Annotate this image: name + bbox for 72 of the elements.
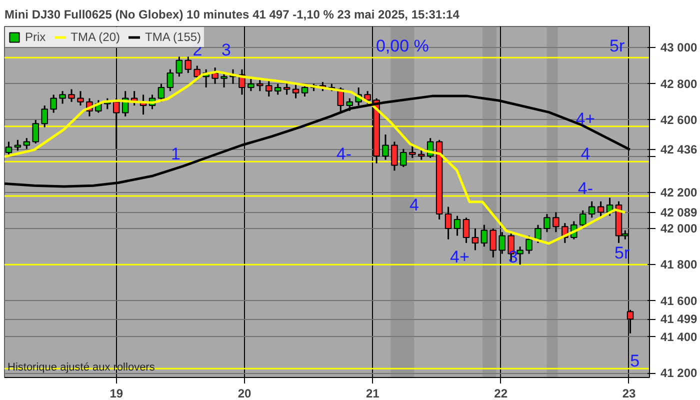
annotation: 0,00 % <box>376 36 429 56</box>
candlestick <box>248 78 254 92</box>
candlestick <box>158 83 165 103</box>
annotation: 5 <box>630 352 640 371</box>
y-tick-label: 42 800 <box>660 76 698 91</box>
candlestick <box>32 119 40 144</box>
annotation: 4+ <box>450 248 470 267</box>
candlestick <box>59 90 66 104</box>
candlestick <box>516 246 524 266</box>
candlestick <box>77 90 84 106</box>
y-tick-label: 41 499 <box>660 312 698 326</box>
candlestick <box>544 213 550 233</box>
legend-label: Prix <box>25 30 46 44</box>
candlestick <box>588 200 596 218</box>
candlestick <box>212 66 218 85</box>
candlestick <box>462 216 470 244</box>
candlestick <box>292 83 300 100</box>
candlestick <box>597 200 604 218</box>
candlestick <box>266 79 272 98</box>
y-tick-label: 42 436 <box>660 142 698 157</box>
y-tick-label: 41 800 <box>660 258 698 272</box>
candlestick <box>220 72 228 88</box>
x-tick-label: 21 <box>366 386 380 400</box>
candlestick <box>23 137 30 150</box>
x-tick-label: 22 <box>494 386 508 400</box>
candlestick <box>454 215 461 236</box>
annotation: 4 <box>580 144 590 164</box>
candlestick <box>391 140 398 172</box>
x-tick-label: 19 <box>110 386 124 400</box>
annotation: 4+ <box>576 109 596 128</box>
y-tick-label: 41 600 <box>660 294 698 308</box>
candlestick <box>14 139 22 152</box>
candlestick <box>552 211 560 233</box>
candlestick <box>166 68 174 92</box>
candlestick <box>400 148 407 168</box>
x-tick-label: 23 <box>622 386 636 400</box>
x-tick-label: 20 <box>238 386 252 400</box>
y-tick-label: 41 400 <box>660 330 698 344</box>
annotation: 1 <box>170 144 180 164</box>
candlestick <box>472 228 479 251</box>
candlestick <box>382 134 389 161</box>
annotation: 5r <box>610 36 625 56</box>
annotation: 4- <box>336 144 352 164</box>
y-tick-label: 42 200 <box>660 185 698 200</box>
candlestick <box>490 228 497 258</box>
annotation: 4- <box>578 178 593 198</box>
candlestick <box>534 224 542 244</box>
y-tick-label: 42 000 <box>660 221 698 236</box>
candlestick <box>5 140 12 157</box>
candlestick <box>274 83 282 96</box>
candlestick <box>283 81 290 96</box>
candlestick <box>50 94 57 114</box>
annotation: 4 <box>409 196 419 215</box>
annotation: 3 <box>221 40 231 60</box>
candlestick <box>526 234 532 255</box>
candlestick <box>41 104 48 128</box>
y-tick-label: 42 089 <box>660 205 698 220</box>
y-tick-label: 42 600 <box>660 112 698 127</box>
candlestick <box>498 231 506 255</box>
candlestick <box>68 88 75 103</box>
candlestick <box>184 56 192 74</box>
legend-label: TMA (20) <box>70 30 120 44</box>
y-tick-label: 41 200 <box>660 366 698 380</box>
chart-title: Mini DJ30 Full0625 (No Globex) 10 minutes 41 497 -1,10 % 23 mai 2025, 15:31:14 <box>4 8 460 22</box>
candlestick <box>301 84 308 98</box>
candlestick <box>176 56 183 78</box>
candlestick <box>256 78 264 92</box>
y-tick-label: 43 000 <box>660 40 698 55</box>
candlestick <box>444 206 452 240</box>
candlestick <box>346 98 354 112</box>
candlestick <box>480 224 488 248</box>
candlestick <box>409 144 416 159</box>
